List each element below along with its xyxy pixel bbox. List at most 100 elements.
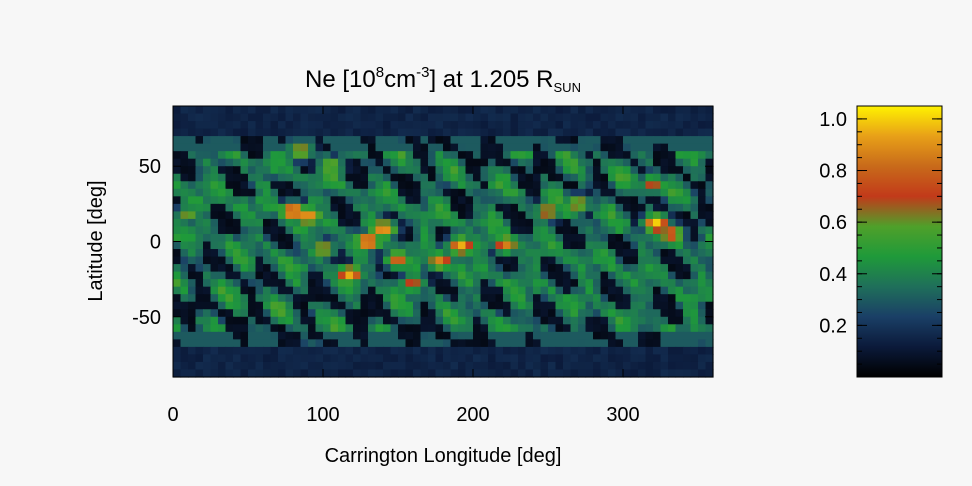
heatmap-cell — [173, 218, 182, 228]
heatmap-cell — [308, 143, 317, 152]
heatmap-cell — [698, 203, 707, 212]
heatmap-cell — [585, 354, 594, 363]
heatmap-cell — [345, 346, 354, 356]
heatmap-cell — [570, 226, 579, 235]
heatmap-cell — [555, 158, 564, 167]
heatmap-cell — [683, 271, 692, 280]
heatmap-cell — [608, 188, 617, 197]
heatmap-cell — [458, 181, 467, 190]
heatmap-cell — [263, 316, 272, 325]
heatmap-cell — [330, 249, 339, 258]
heatmap-cell — [308, 226, 317, 235]
heatmap-cell — [188, 264, 197, 273]
heatmap-cell — [653, 233, 662, 243]
heatmap-cell — [570, 369, 579, 378]
heatmap-cell — [413, 188, 422, 197]
heatmap-cell — [525, 324, 534, 333]
heatmap-cell — [405, 188, 414, 197]
heatmap-cell — [435, 233, 444, 243]
heatmap-cell — [225, 173, 234, 182]
heatmap-cell — [383, 158, 392, 167]
heatmap-cell — [210, 158, 219, 167]
colorbar-ticks — [857, 118, 942, 365]
heatmap-cell — [398, 233, 407, 243]
heatmap-cell — [428, 128, 437, 137]
heatmap-cell — [203, 241, 212, 250]
heatmap-cell — [675, 339, 684, 348]
heatmap-cell — [510, 346, 519, 356]
heatmap-cell — [285, 211, 294, 220]
heatmap-cell — [593, 279, 602, 288]
heatmap-cell — [495, 136, 504, 145]
heatmap-cell — [698, 369, 707, 378]
heatmap-cell — [548, 158, 557, 167]
heatmap-cell — [608, 339, 617, 348]
heatmap-cell — [330, 196, 339, 205]
heatmap-cell — [195, 203, 204, 212]
heatmap-cell — [240, 271, 249, 280]
heatmap-cell — [195, 354, 204, 363]
heatmap-cell — [540, 286, 549, 295]
heatmap-cell — [428, 369, 437, 378]
heatmap-cell — [465, 113, 474, 122]
heatmap-cell — [465, 339, 474, 348]
heatmap-cell — [173, 128, 182, 137]
heatmap-cell — [293, 143, 302, 152]
heatmap-cell — [450, 241, 459, 250]
heatmap-cell — [398, 181, 407, 190]
heatmap-cell — [660, 264, 669, 273]
heatmap-cell — [210, 211, 219, 220]
heatmap-cell — [518, 113, 527, 122]
heatmap-cell — [255, 324, 264, 333]
heatmap-cell — [195, 128, 204, 137]
heatmap-cell — [645, 203, 654, 212]
heatmap-cell — [293, 271, 302, 280]
heatmap-cell — [368, 166, 377, 175]
heatmap-cell — [495, 331, 504, 340]
heatmap-cell — [495, 309, 504, 318]
heatmap-cell — [615, 203, 624, 212]
heatmap-cell — [518, 369, 527, 378]
heatmap-cell — [645, 279, 654, 288]
heatmap-cell — [623, 301, 632, 310]
heatmap-cell — [255, 249, 264, 258]
heatmap-cell — [525, 158, 534, 167]
heatmap-cell — [368, 158, 377, 167]
heatmap-cell — [593, 226, 602, 235]
heatmap-cell — [503, 316, 512, 325]
heatmap-cell — [338, 113, 347, 122]
heatmap-cell — [405, 354, 414, 363]
heatmap-cell — [675, 249, 684, 258]
heatmap-cell — [675, 196, 684, 205]
heatmap-cell — [458, 264, 467, 273]
heatmap-cell — [600, 211, 609, 220]
heatmap-cell — [533, 181, 542, 190]
heatmap-cell — [398, 143, 407, 152]
heatmap-cell — [510, 309, 519, 318]
heatmap-cell — [458, 279, 467, 288]
heatmap-cell — [285, 354, 294, 363]
heatmap-cell — [600, 196, 609, 205]
heatmap-cell — [285, 361, 294, 371]
heatmap-cell — [465, 233, 474, 243]
heatmap-cell — [428, 181, 437, 190]
heatmap-cell — [435, 346, 444, 356]
heatmap-cell — [308, 256, 317, 265]
heatmap-cell — [540, 181, 549, 190]
heatmap-cell — [338, 339, 347, 348]
heatmap-cell — [255, 361, 264, 371]
heatmap-cell — [413, 279, 422, 288]
heatmap-cell — [450, 369, 459, 378]
heatmap-cell — [458, 301, 467, 310]
heatmap-cell — [263, 203, 272, 212]
heatmap-cell — [548, 128, 557, 137]
heatmap-cell — [570, 136, 579, 145]
heatmap-cell — [240, 339, 249, 348]
heatmap-cell — [248, 301, 257, 310]
heatmap-cell — [608, 309, 617, 318]
heatmap-cell — [533, 188, 542, 197]
heatmap-cell — [315, 331, 324, 340]
heatmap-cell — [705, 233, 714, 243]
heatmap-cell — [690, 346, 699, 356]
heatmap-cell — [503, 211, 512, 220]
